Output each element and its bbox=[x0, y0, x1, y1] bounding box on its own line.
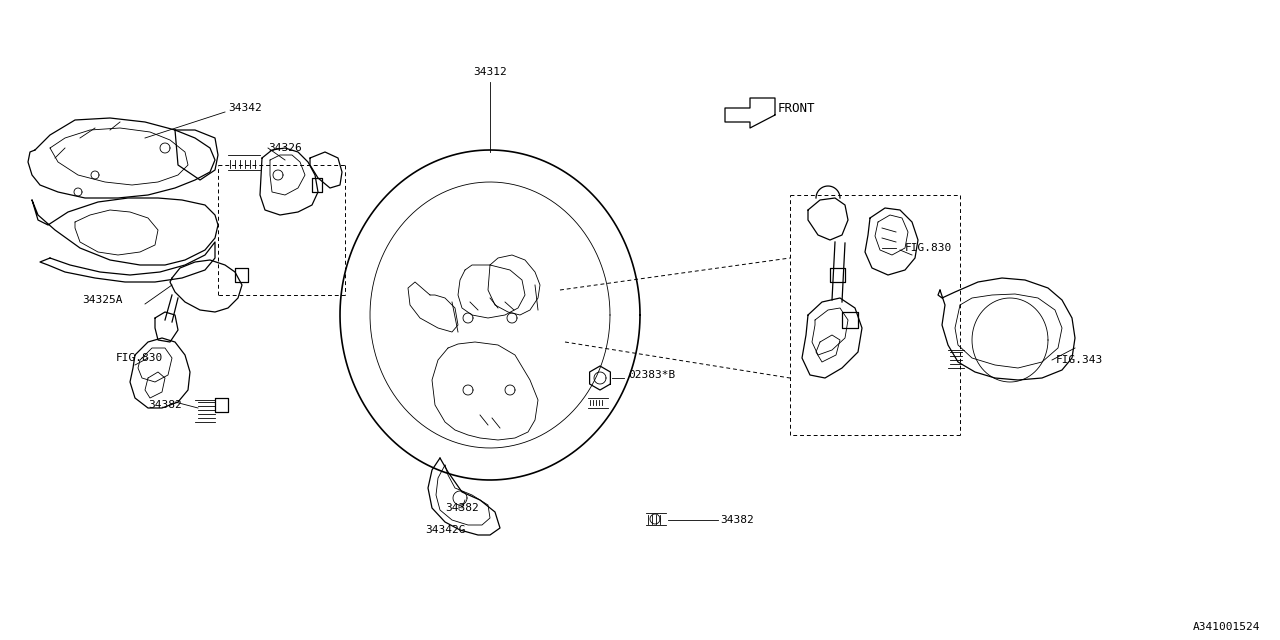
Text: 34325A: 34325A bbox=[82, 295, 123, 305]
Text: FRONT: FRONT bbox=[778, 102, 815, 115]
Text: 34382: 34382 bbox=[445, 503, 479, 513]
Text: 34382: 34382 bbox=[719, 515, 754, 525]
Text: 34382: 34382 bbox=[148, 400, 182, 410]
Text: 34342G: 34342G bbox=[425, 525, 465, 535]
Text: 34342: 34342 bbox=[228, 103, 261, 113]
Text: FIG.343: FIG.343 bbox=[1056, 355, 1103, 365]
Text: 34326: 34326 bbox=[268, 143, 302, 153]
Text: FIG.830: FIG.830 bbox=[116, 353, 164, 363]
Text: A341001524: A341001524 bbox=[1193, 622, 1260, 632]
Text: P: P bbox=[457, 505, 461, 511]
Text: FIG.830: FIG.830 bbox=[905, 243, 952, 253]
Text: 34312: 34312 bbox=[474, 67, 507, 77]
Text: 02383*B: 02383*B bbox=[628, 370, 676, 380]
